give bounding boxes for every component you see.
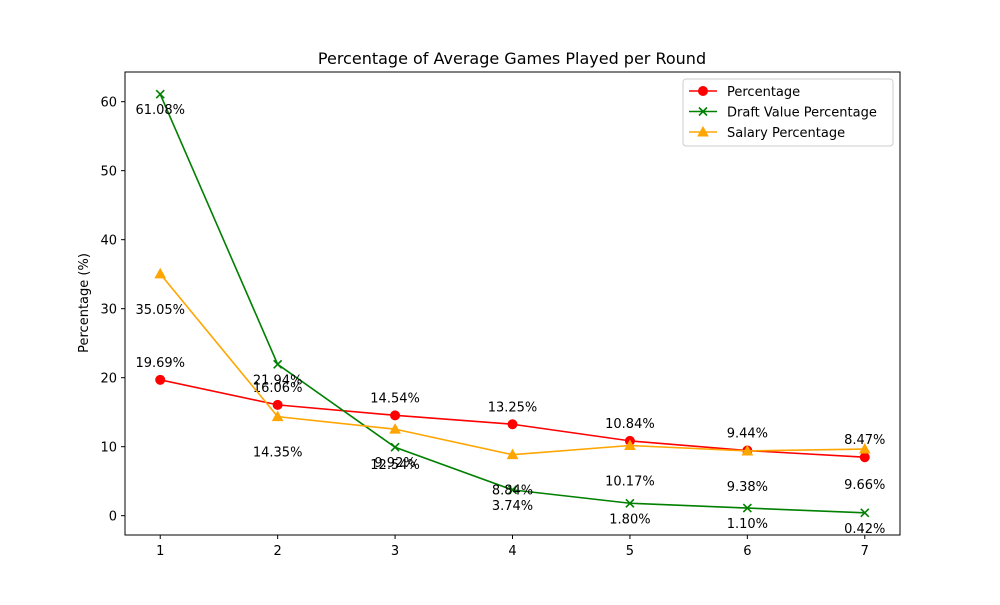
- x-tick-label: 5: [626, 544, 634, 559]
- legend-marker-stroke: [698, 106, 708, 117]
- data-label: 1.80%: [609, 512, 650, 527]
- data-point: [624, 439, 636, 451]
- data-label: 13.25%: [488, 400, 538, 415]
- series-2: 35.05% 14.35% 12.54% 8.84% 10.17% 9.38% 9.66%: [135, 267, 885, 499]
- data-point: [154, 267, 167, 279]
- data-point-stroke: [155, 89, 165, 99]
- data-label: 16.06%: [253, 381, 303, 396]
- data-point: [742, 503, 752, 513]
- x-tick-label: 2: [274, 544, 282, 559]
- data-point: [859, 452, 870, 463]
- y-tick-label: 60: [100, 96, 117, 111]
- plot-area: 1 2 3 4 5 6 7 0 10 20 30 40 50 60 19.69% 16.06% 14.54% 13…: [100, 71, 901, 559]
- y-tick-label: 30: [100, 303, 117, 318]
- data-label: 35.05%: [135, 303, 185, 318]
- y-tick-label: 50: [100, 165, 117, 180]
- data-label: 10.84%: [605, 417, 655, 432]
- x-tick-label: 1: [156, 544, 164, 559]
- legend: Percentage Draft Value Percentage Salary P…: [682, 78, 894, 147]
- x-tick-label: 7: [861, 544, 869, 559]
- data-label: 0.42%: [844, 522, 885, 537]
- legend-item: Draft Value Percentage: [689, 106, 877, 121]
- data-point-stroke: [742, 503, 752, 513]
- series-0: 19.69% 16.06% 14.54% 13.25% 10.84% 9.44% 8.47%: [135, 356, 885, 463]
- y-tick-label: 0: [109, 510, 117, 525]
- data-point: [507, 419, 518, 430]
- legend-item: Percentage: [689, 85, 800, 100]
- data-label: 9.44%: [727, 427, 768, 442]
- data-label: 19.69%: [135, 356, 185, 371]
- y-tick-label: 20: [100, 372, 117, 387]
- data-point: [390, 410, 401, 421]
- data-point: [272, 399, 283, 410]
- data-point-stroke: [507, 485, 518, 495]
- data-label: 9.92%: [374, 456, 415, 471]
- data-label: 8.47%: [844, 433, 885, 448]
- y-tick-label: 40: [100, 234, 117, 249]
- data-label: 14.35%: [253, 446, 303, 461]
- data-point: [271, 410, 284, 422]
- data-point: [273, 359, 283, 369]
- legend-box: [682, 78, 894, 147]
- data-label: 61.08%: [135, 103, 185, 118]
- x-tick-label: 3: [391, 544, 399, 559]
- legend-marker: [697, 125, 709, 137]
- data-point: [507, 485, 518, 495]
- data-label: 21.94%: [253, 373, 303, 388]
- data-point: [741, 444, 754, 456]
- data-point: [506, 448, 519, 460]
- x-tick-label: 4: [508, 544, 516, 559]
- data-label: 14.54%: [370, 391, 420, 406]
- legend-label: Draft Value Percentage: [727, 106, 877, 121]
- data-point-stroke: [625, 498, 635, 508]
- x-tick-label: 6: [743, 544, 751, 559]
- data-point-stroke: [273, 359, 283, 369]
- legend-label: Percentage: [727, 85, 800, 100]
- series-1: 61.08% 21.94% 9.92% 3.74% 1.80% 1.10% 0.42%: [135, 89, 885, 537]
- legend-marker: [698, 106, 708, 117]
- chart-title: Percentage of Average Games Played per R…: [318, 49, 706, 68]
- data-label: 10.17%: [605, 475, 655, 490]
- data-point: [860, 508, 870, 518]
- data-point: [625, 498, 635, 508]
- data-label: 9.66%: [844, 478, 885, 493]
- data-label: 1.10%: [727, 517, 768, 532]
- legend-marker: [698, 86, 708, 96]
- data-label: 3.74%: [492, 499, 533, 514]
- data-point: [389, 423, 401, 434]
- y-axis-label: Percentage (%): [77, 253, 92, 353]
- data-point: [390, 442, 400, 452]
- data-label: 8.84%: [492, 484, 533, 499]
- data-point-stroke: [860, 508, 870, 518]
- data-label: 12.54%: [370, 458, 420, 473]
- data-point: [155, 89, 165, 99]
- data-point: [858, 442, 871, 454]
- data-label: 9.38%: [727, 480, 768, 495]
- y-tick-label: 10: [100, 441, 117, 456]
- legend-label: Salary Percentage: [727, 126, 845, 141]
- data-point-stroke: [390, 442, 400, 452]
- legend-item: Salary Percentage: [689, 125, 845, 141]
- data-point: [155, 374, 166, 385]
